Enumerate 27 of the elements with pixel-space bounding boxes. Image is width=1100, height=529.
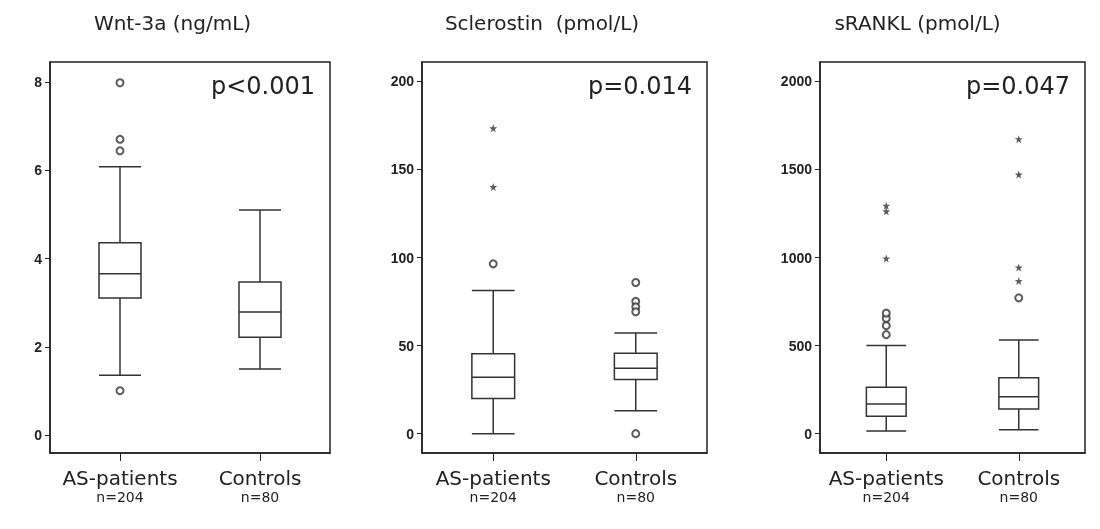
y-tick-label: 0 <box>34 427 43 444</box>
y-tick-label: 2000 <box>780 73 813 90</box>
y-tick-label: 8 <box>34 73 43 90</box>
y-tick-label: 200 <box>390 73 415 90</box>
x-tick-label: AS-patients n=204 <box>62 466 178 505</box>
y-tick-label: 1500 <box>780 161 813 178</box>
chart-title: Sclerostin (pmol/L) <box>444 11 640 35</box>
y-tick-label: 150 <box>390 161 415 178</box>
y-tick-label: 1000 <box>780 249 813 266</box>
y-tick-label: 500 <box>788 337 813 354</box>
y-tick-label: 4 <box>34 250 43 267</box>
y-tick-label: 0 <box>406 425 415 442</box>
x-tick-label: Controls n=80 <box>977 466 1061 505</box>
annotation: p<0.001 <box>210 72 316 100</box>
y-tick-label: 2 <box>34 338 43 355</box>
annotation: p=0.047 <box>965 72 1071 100</box>
y-tick-label: 6 <box>34 162 43 179</box>
chart-title: Wnt-3a (ng/mL) <box>93 11 252 35</box>
x-tick-label: Controls n=80 <box>594 466 678 505</box>
y-tick-label: 50 <box>398 337 415 354</box>
x-tick-label: AS-patients n=204 <box>435 466 551 505</box>
annotation: p=0.014 <box>587 72 693 100</box>
y-tick-label: 0 <box>804 425 813 442</box>
chart-title: sRANKL (pmol/L) <box>834 11 1001 35</box>
x-tick-label: AS-patients n=204 <box>828 466 944 505</box>
y-tick-label: 100 <box>390 249 415 266</box>
x-tick-label: Controls n=80 <box>218 466 302 505</box>
